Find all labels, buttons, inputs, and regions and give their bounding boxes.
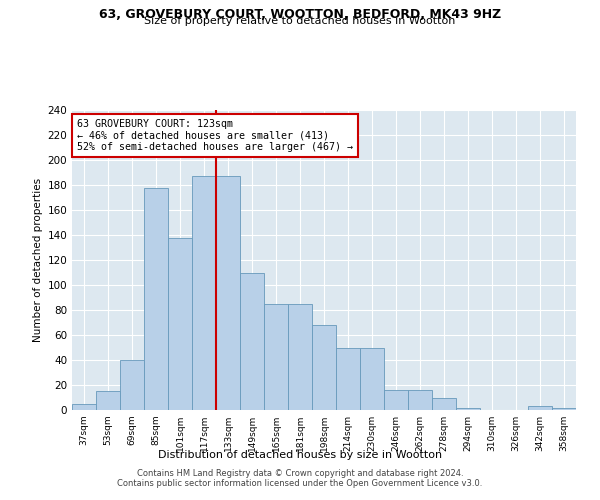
Text: 63, GROVEBURY COURT, WOOTTON, BEDFORD, MK43 9HZ: 63, GROVEBURY COURT, WOOTTON, BEDFORD, M… xyxy=(99,8,501,20)
Bar xyxy=(336,348,360,410)
Bar xyxy=(360,348,384,410)
Bar xyxy=(264,304,288,410)
Text: 63 GROVEBURY COURT: 123sqm
← 46% of detached houses are smaller (413)
52% of sem: 63 GROVEBURY COURT: 123sqm ← 46% of deta… xyxy=(77,119,353,152)
Text: Distribution of detached houses by size in Wootton: Distribution of detached houses by size … xyxy=(158,450,442,460)
Bar xyxy=(72,404,96,410)
Text: Contains public sector information licensed under the Open Government Licence v3: Contains public sector information licen… xyxy=(118,478,482,488)
Bar xyxy=(216,176,240,410)
Bar xyxy=(288,304,312,410)
Bar xyxy=(312,325,336,410)
Bar xyxy=(456,408,480,410)
Text: Size of property relative to detached houses in Wootton: Size of property relative to detached ho… xyxy=(145,16,455,26)
Bar xyxy=(192,176,216,410)
Bar xyxy=(552,408,576,410)
Bar xyxy=(120,360,144,410)
Bar xyxy=(168,238,192,410)
Bar xyxy=(144,188,168,410)
Bar xyxy=(240,272,264,410)
Bar xyxy=(384,390,408,410)
Y-axis label: Number of detached properties: Number of detached properties xyxy=(33,178,43,342)
Bar xyxy=(408,390,432,410)
Bar xyxy=(432,398,456,410)
Bar xyxy=(528,406,552,410)
Text: Contains HM Land Registry data © Crown copyright and database right 2024.: Contains HM Land Registry data © Crown c… xyxy=(137,468,463,477)
Bar xyxy=(96,391,120,410)
